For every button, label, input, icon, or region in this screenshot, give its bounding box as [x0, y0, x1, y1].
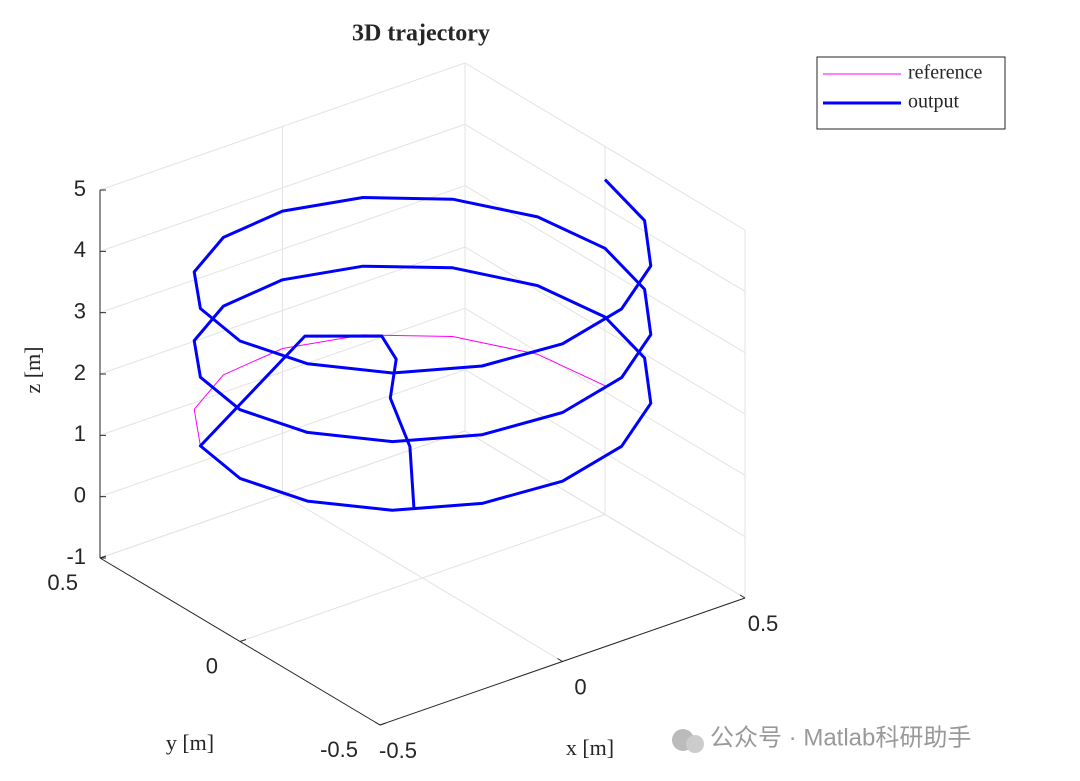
grid-line [99, 185, 466, 314]
watermark: 公众号 · Matlab科研助手 [672, 724, 971, 753]
y-tick-label: 0.5 [47, 570, 78, 595]
x-axis-label: x [m] [566, 735, 614, 760]
y-tick-label: -0.5 [320, 737, 358, 762]
grid-line [99, 369, 466, 498]
x-tick-label: 0.5 [748, 611, 779, 636]
z-tick-label: 4 [74, 237, 86, 262]
legend: reference output [816, 56, 1006, 130]
chart-title: 3D trajectory [352, 21, 490, 47]
legend-box [816, 56, 1006, 130]
z-axis-label: z [m] [20, 346, 45, 393]
z-tick-label: 5 [74, 176, 86, 201]
x-tick [739, 594, 746, 599]
grid-line [464, 185, 746, 354]
trajectory-line [193, 179, 652, 511]
y-axis-label: y [m] [166, 730, 214, 755]
legend-label: output [908, 91, 960, 113]
x-tick [557, 658, 563, 662]
grid-line [464, 123, 746, 292]
grid-line [464, 430, 746, 599]
y-tick-label: 0 [206, 653, 218, 678]
grid-line [99, 430, 466, 559]
y-tick [379, 722, 387, 726]
grid-line [464, 246, 746, 415]
grid-line [464, 369, 746, 538]
z-tick-label: 3 [74, 298, 86, 323]
legend-label: reference [908, 62, 982, 84]
watermark-text: 公众号 · Matlab科研助手 [710, 724, 971, 751]
grid-line [464, 307, 746, 476]
watermark-icon [686, 735, 704, 753]
grid-line [99, 62, 466, 191]
z-tick-label: 2 [74, 360, 86, 385]
grid-line [464, 62, 746, 231]
trajectory-line [192, 178, 653, 512]
grid-line [99, 307, 466, 436]
grid-line [239, 514, 606, 642]
z-tick-label: -1 [66, 544, 86, 569]
z-tick-label: 1 [74, 421, 86, 446]
x-tick-label: 0 [574, 674, 586, 699]
z-tick-label: 0 [74, 482, 86, 507]
grid-line [99, 123, 466, 252]
y-tick [239, 639, 247, 642]
x-tick-label: -0.5 [379, 738, 417, 763]
x-tick [374, 721, 381, 726]
